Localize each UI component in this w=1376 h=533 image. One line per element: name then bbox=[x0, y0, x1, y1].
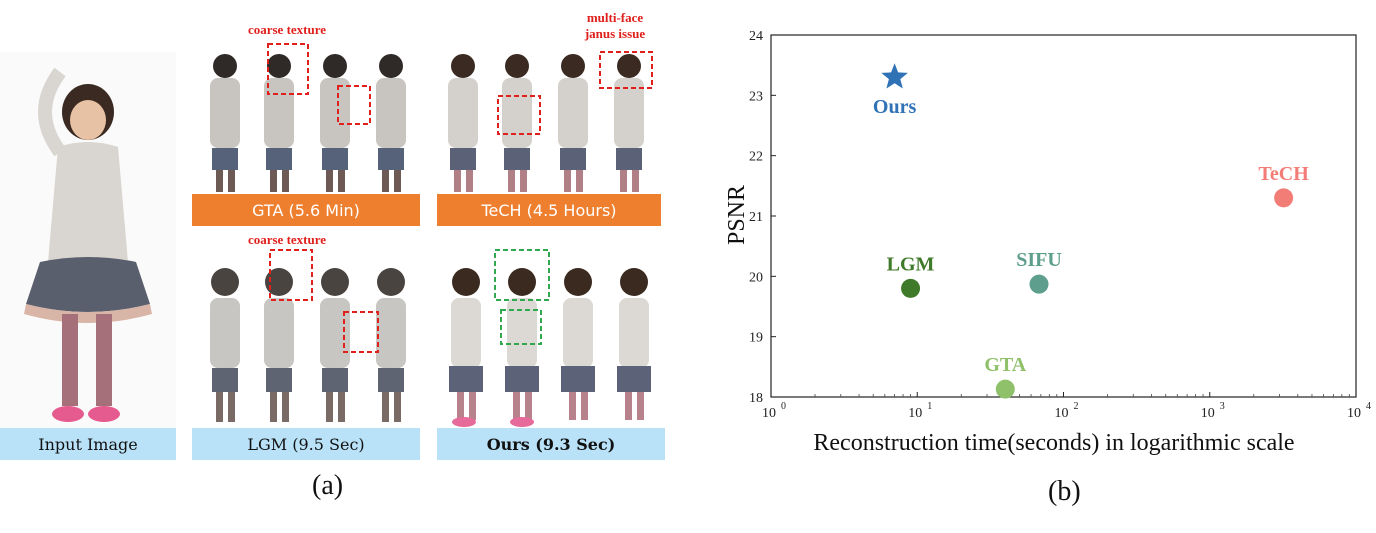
psnr-vs-time-chart: PSNR Reconstruction time(seconds) in log… bbox=[724, 29, 1371, 507]
gta-annotation: coarse texture bbox=[247, 22, 327, 37]
plot-frame bbox=[770, 34, 1357, 398]
x-tick-exponent: 3 bbox=[1220, 401, 1225, 412]
ours-highlight-box-2 bbox=[500, 309, 542, 345]
y-tick-label: 20 bbox=[749, 270, 763, 285]
tech-highlight-box-2 bbox=[599, 51, 653, 89]
gta-highlight-box-1 bbox=[267, 43, 309, 95]
gta-highlight-box-2 bbox=[337, 85, 371, 125]
panel-b-caption: (b) bbox=[1048, 476, 1081, 507]
lgm-highlight-box-1 bbox=[269, 249, 313, 301]
y-tick-label: 22 bbox=[749, 150, 763, 165]
tech-label: TeCH (4.5 Hours) bbox=[437, 194, 661, 226]
x-tick-label: 10 bbox=[1201, 406, 1215, 421]
point-label-tech: TeCH bbox=[1258, 163, 1309, 185]
x-axis-label: Reconstruction time(seconds) in logarith… bbox=[813, 430, 1294, 456]
x-tick-label: 10 bbox=[1055, 406, 1069, 421]
point-label-gta: GTA bbox=[984, 354, 1026, 376]
tech-renders bbox=[432, 38, 660, 196]
point-tech bbox=[1274, 188, 1294, 208]
y-tick-label: 24 bbox=[749, 29, 763, 44]
lgm-label: LGM (9.5 Sec) bbox=[192, 428, 420, 460]
panel-a-caption: (a) bbox=[312, 470, 344, 501]
lgm-highlight-box-2 bbox=[343, 311, 379, 353]
ours-label: Ours (9.3 Sec) bbox=[437, 428, 665, 460]
lgm-renders bbox=[192, 248, 420, 428]
tech-annotation: multi-face janus issue bbox=[584, 10, 646, 41]
ours-highlight-box-1 bbox=[494, 249, 550, 301]
x-tick-exponent: 1 bbox=[927, 401, 932, 412]
point-sifu bbox=[1029, 274, 1049, 294]
input-image bbox=[0, 52, 176, 428]
y-ticks: 18 19 20 21 22 23 24 bbox=[749, 29, 776, 406]
x-tick-exponent: 2 bbox=[1074, 401, 1079, 412]
y-tick-label: 21 bbox=[749, 210, 763, 225]
gta-label: GTA (5.6 Min) bbox=[192, 194, 420, 226]
point-label-sifu: SIFU bbox=[1016, 249, 1062, 271]
gta-renders bbox=[192, 38, 420, 196]
x-tick-exponent: 0 bbox=[781, 401, 786, 412]
point-label-ours: Ours bbox=[873, 96, 917, 118]
y-tick-label: 18 bbox=[749, 391, 763, 406]
input-figure bbox=[24, 67, 152, 422]
point-label-lgm: LGM bbox=[887, 253, 935, 275]
x-tick-label: 10 bbox=[1347, 406, 1361, 421]
tech-highlight-box-1 bbox=[497, 95, 541, 135]
x-ticks: 10 0 10 1 10 2 10 3 10 4 bbox=[762, 392, 1371, 421]
data-points: Ours TeCH LGM SIFU GTA bbox=[873, 63, 1309, 399]
ours-renders bbox=[437, 248, 665, 428]
y-tick-label: 23 bbox=[749, 89, 763, 104]
point-gta bbox=[995, 379, 1015, 399]
x-tick-exponent: 4 bbox=[1366, 401, 1371, 412]
x-tick-label: 10 bbox=[762, 406, 776, 421]
y-tick-label: 19 bbox=[749, 331, 763, 346]
panel-a-comparison: Input Image coarse texture GTA (5.6 Min)… bbox=[0, 0, 680, 533]
lgm-annotation: coarse texture bbox=[247, 232, 327, 247]
input-image-label: Input Image bbox=[0, 428, 176, 460]
x-tick-label: 10 bbox=[908, 406, 922, 421]
point-lgm bbox=[901, 278, 921, 298]
y-axis-label: PSNR bbox=[724, 185, 750, 245]
point-ours-star bbox=[881, 63, 908, 89]
